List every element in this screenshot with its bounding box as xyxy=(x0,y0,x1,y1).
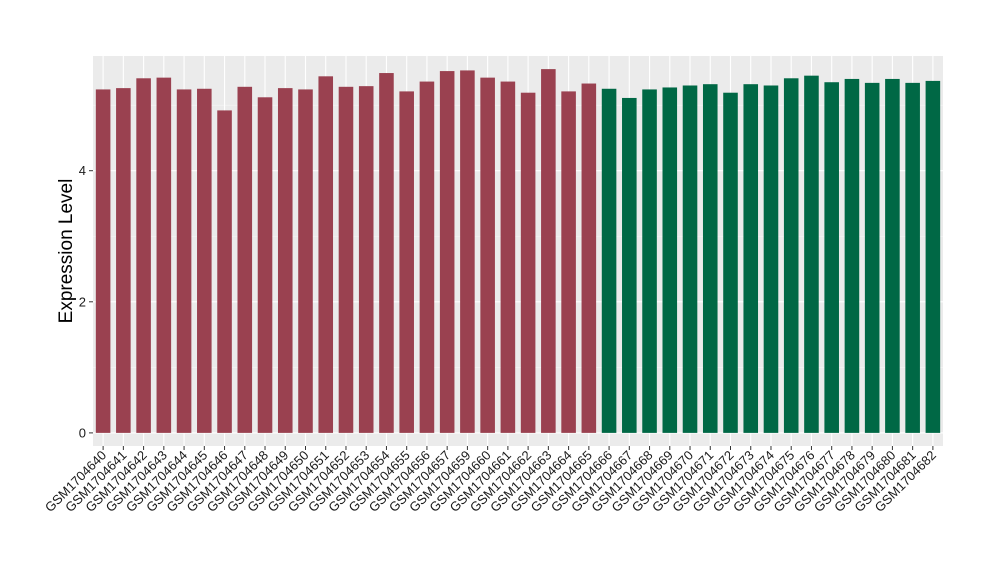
bar xyxy=(399,91,414,433)
plot-panel xyxy=(93,56,943,446)
bar xyxy=(379,73,394,433)
bar xyxy=(662,87,678,433)
y-axis: 0 2 4 xyxy=(79,163,93,440)
bar xyxy=(318,76,334,433)
bar xyxy=(298,89,313,433)
bar xyxy=(581,83,597,433)
bar xyxy=(520,92,536,433)
x-axis: GSM1704640GSM1704641GSM1704642GSM1704643… xyxy=(42,446,939,515)
bar xyxy=(561,91,576,433)
bar xyxy=(622,97,637,433)
bar xyxy=(460,70,475,433)
y-tick-label: 0 xyxy=(79,425,86,440)
bar xyxy=(156,77,172,433)
bar xyxy=(844,78,860,433)
bar xyxy=(500,81,516,433)
bar xyxy=(642,89,657,433)
bar xyxy=(257,97,273,433)
bar xyxy=(116,88,131,433)
bar xyxy=(783,78,799,433)
bars xyxy=(95,69,941,433)
bar xyxy=(804,75,819,433)
bar xyxy=(358,86,374,433)
bar xyxy=(136,78,151,433)
bar xyxy=(419,81,435,433)
bar xyxy=(864,82,880,433)
bar xyxy=(723,92,738,433)
bar xyxy=(439,71,455,433)
bar xyxy=(682,85,698,433)
bar xyxy=(480,77,495,433)
bar xyxy=(743,84,759,433)
bar xyxy=(925,80,941,433)
bar xyxy=(824,82,839,433)
bar xyxy=(338,86,354,433)
bar xyxy=(763,85,779,433)
bar xyxy=(885,78,900,433)
bar xyxy=(601,88,617,433)
bar xyxy=(277,88,293,433)
bar xyxy=(905,82,920,433)
y-tick-label: 2 xyxy=(79,294,86,309)
y-axis-title: Expression Level xyxy=(56,179,77,324)
bar xyxy=(237,86,253,433)
bar xyxy=(541,69,556,433)
bar xyxy=(95,89,111,433)
bar xyxy=(217,110,232,433)
bar xyxy=(702,84,718,433)
bar xyxy=(197,88,212,433)
bar xyxy=(176,89,192,433)
y-tick-label: 4 xyxy=(79,163,86,178)
